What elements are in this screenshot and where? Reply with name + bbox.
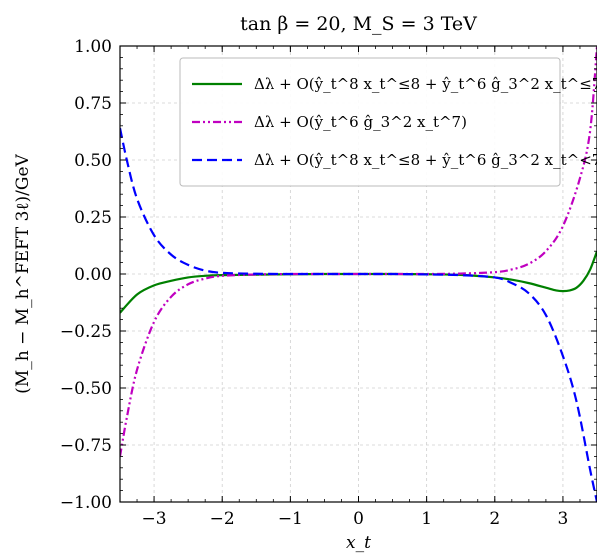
x-tick-label: −2: [210, 509, 235, 529]
y-tick-label: −0.25: [60, 322, 112, 342]
y-axis-ticks: −1.00 −0.75 −0.50 −0.25 0.00 0.25 0.50 0.75 1.00: [60, 37, 597, 513]
y-tick-label: 0.75: [74, 94, 112, 114]
series-layer: [120, 46, 597, 502]
y-tick-label: −1.00: [60, 493, 112, 513]
legend: Δλ + O(ŷ_t^8 x_t^≤8 + ŷ_t^6 ĝ_3^2 x_t^≤7…: [179, 57, 597, 187]
series-line-3: [120, 127, 597, 502]
y-tick-label: 0.50: [74, 151, 112, 171]
chart-title: tan β = 20, M_S = 3 TeV: [240, 13, 477, 35]
x-tick-label: 3: [558, 509, 569, 529]
y-tick-label: −0.75: [60, 436, 112, 456]
legend-label-1: Δλ + O(ŷ_t^8 x_t^≤8 + ŷ_t^6 ĝ_3^2 x_t^≤7…: [254, 75, 597, 93]
legend-box: [179, 57, 561, 187]
y-tick-label: −0.50: [60, 379, 112, 399]
y-tick-label: 0.25: [74, 208, 112, 228]
x-tick-label: −3: [142, 509, 167, 529]
y-tick-label: 1.00: [74, 37, 112, 57]
y-tick-label: 0.00: [74, 265, 112, 285]
x-tick-label: −1: [278, 509, 303, 529]
x-tick-label: 2: [489, 509, 500, 529]
x-axis-ticks: −3 −2 −1 0 1 2 3: [119, 46, 597, 529]
legend-label-2: Δλ + O(ŷ_t^6 ĝ_3^2 x_t^7): [254, 113, 467, 131]
x-tick-label: 0: [353, 509, 364, 529]
legend-label-3: Δλ + O(ŷ_t^8 x_t^≤8 + ŷ_t^6 ĝ_3^2 x_t^<7…: [254, 151, 597, 169]
x-tick-label: 1: [421, 509, 432, 529]
x-axis-label: x_t: [346, 533, 371, 553]
y-axis-label: (M_h − M_h^FEFT 3ℓ)/GeV: [13, 153, 33, 393]
